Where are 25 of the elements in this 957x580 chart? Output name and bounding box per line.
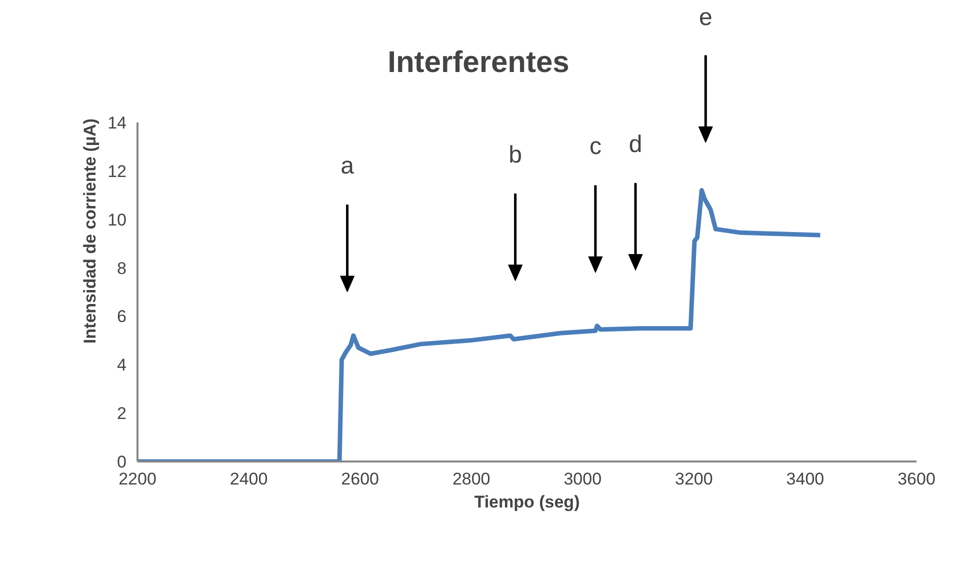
x-tick-label: 2800 (452, 470, 490, 488)
ref-line-label: a (340, 152, 355, 180)
chart-title: Interferentes (388, 46, 570, 79)
y-tick-label: 2 (117, 404, 127, 424)
x-tick-label: 3600 (898, 470, 936, 488)
y-tick-label: 10 (108, 210, 127, 230)
y-tick-label: 4 (117, 356, 127, 375)
ref-line-label: d (628, 130, 642, 158)
x-tick-label: 2400 (230, 470, 268, 488)
ref-line-label: e (698, 4, 712, 32)
y-tick-label: 6 (117, 307, 127, 326)
y-tick-label: 8 (117, 258, 127, 278)
ref-line-label: c (589, 133, 602, 160)
x-tick-label: 2600 (341, 470, 379, 488)
x-axis-title: Tiempo (seg) (474, 492, 580, 512)
x-tick-label: 3000 (564, 470, 602, 488)
x-tick-label: 2200 (118, 470, 156, 488)
y-axis-title: Intensidad de corriente (µA) (80, 118, 100, 344)
y-tick-label: 14 (108, 114, 127, 132)
y-tick-label: 12 (108, 162, 127, 181)
x-tick-label: 3400 (786, 470, 824, 488)
ref-line-label: b (508, 141, 522, 168)
y-tick-label: 0 (117, 452, 127, 472)
line-series (138, 188, 822, 462)
x-tick-label: 3200 (675, 470, 713, 488)
